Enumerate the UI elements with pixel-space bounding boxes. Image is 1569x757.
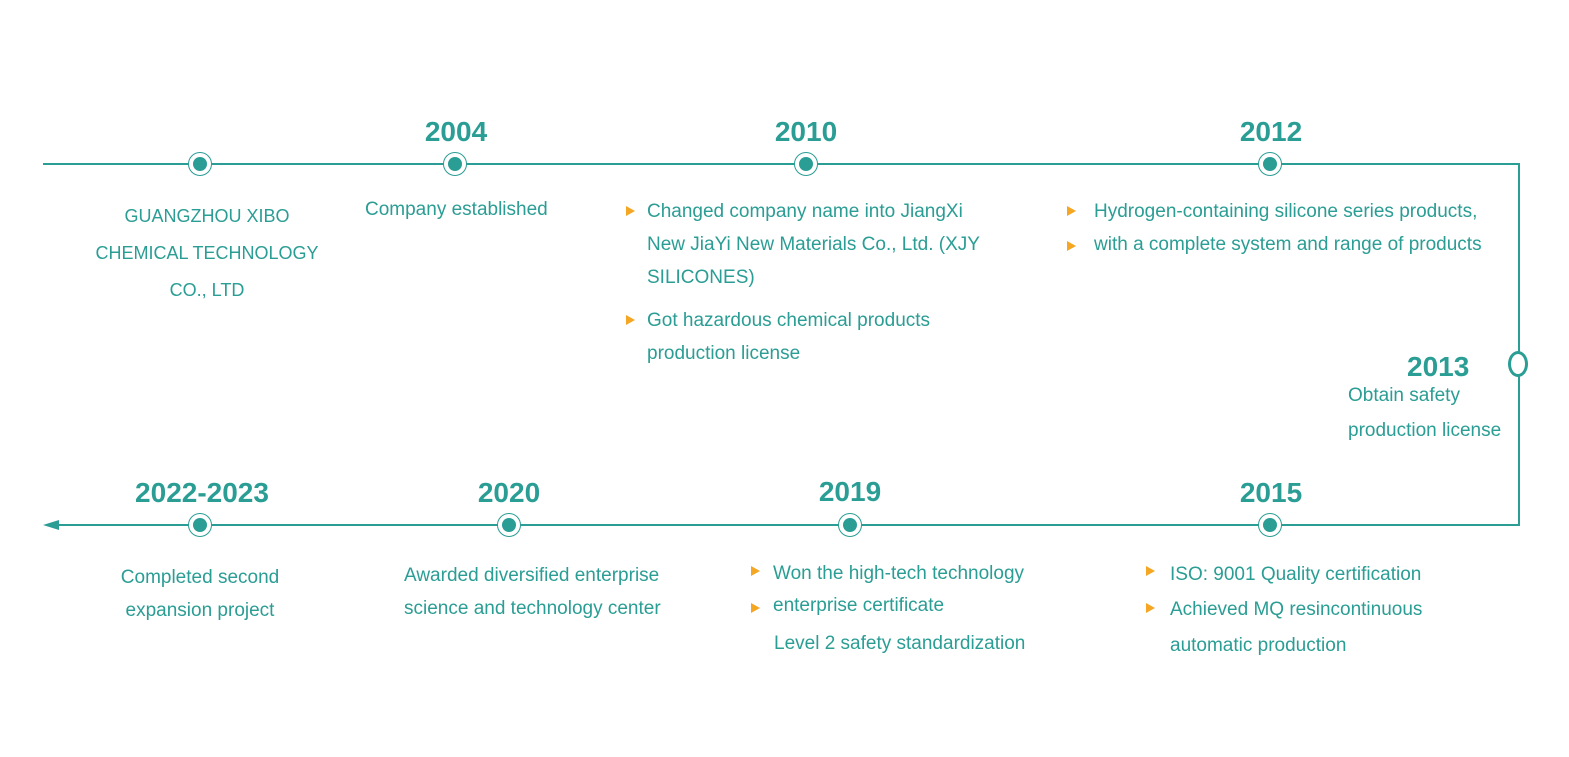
milestone-2010-item-1-line-1: Changed company name into JiangXi [647,201,963,222]
milestone-2010-item-1-line-3: SILICONES) [647,267,755,288]
bullet-icon [1067,206,1076,216]
year-2013: 2013 [1407,351,1470,382]
milestone-2010-item-1-line-2: New JiaYi New Materials Co., Ltd. (XJY [647,234,980,255]
milestone-2020-line-2: science and technology center [404,598,661,619]
timeline-node-2010 [794,152,818,176]
timeline-node-2019 [838,513,862,537]
milestone-2013-text: Obtain safety production license [1348,378,1501,448]
year-2004: 2004 [424,116,488,147]
timeline-node-2022-2023 [188,513,212,537]
milestone-2013-line-2: production license [1348,420,1502,441]
timeline-node-2012 [1258,152,1282,176]
milestone-2010-item-2-line-1: Got hazardous chemical products [647,310,931,331]
milestone-2022-2023-line-2: expansion project [125,600,275,621]
origin-line-1: GUANGZHOU XIBO [124,206,290,226]
milestone-2012-item-2: with a complete system and range of prod… [1094,234,1482,255]
timeline-node-2013 [1508,351,1528,377]
milestone-2019-item-2: enterprise certificate [773,595,945,616]
milestone-2015-item-2-line-2: automatic production [1170,635,1347,656]
milestone-2010-item-1: Changed company name into JiangXi New Ji… [647,195,980,294]
year-2012: 2012 [1239,116,1303,147]
milestone-2022-2023-line-1: Completed second [120,567,280,588]
timeline-node-origin [188,152,212,176]
timeline-top-line [43,163,1520,165]
milestone-2022-2023-text: Completed second expansion project [121,561,279,627]
timeline-right-connector [1518,163,1520,526]
bullet-icon [1146,603,1155,613]
timeline-node-2020 [497,513,521,537]
year-2019: 2019 [818,476,882,507]
milestone-2015-item-2: Achieved MQ resincontinuous automatic pr… [1170,592,1422,664]
milestone-2020-text: Awarded diversified enterprise science a… [404,559,661,625]
year-2015: 2015 [1239,477,1303,508]
bullet-icon [626,315,635,325]
milestone-2010-item-2-line-2: production license [647,343,801,364]
milestone-2015-item-2-line-1: Achieved MQ resincontinuous [1170,599,1423,620]
milestone-2015-item-1: ISO: 9001 Quality certification [1170,564,1422,585]
milestone-2019-extra: Level 2 safety standardization [774,633,1026,654]
bullet-icon [1146,566,1155,576]
milestone-2012-item-1: Hydrogen-containing silicone series prod… [1094,201,1478,222]
timeline-bottom-line [54,524,1520,526]
milestone-2004-text: Company established [365,199,548,220]
bullet-icon [626,206,635,216]
milestone-2013-line-1: Obtain safety [1348,385,1460,406]
bullet-icon [751,603,760,613]
timeline-node-2015 [1258,513,1282,537]
bullet-icon [751,566,760,576]
timeline-node-2004 [443,152,467,176]
milestone-2019-item-1: Won the high-tech technology [773,563,1025,584]
origin-line-3: CO., LTD [169,280,245,300]
year-2020: 2020 [477,477,541,508]
timeline-arrowhead-icon [43,520,59,530]
year-2010: 2010 [774,116,838,147]
milestone-2010-item-2: Got hazardous chemical products producti… [647,304,930,370]
bullet-icon [1067,241,1076,251]
origin-company-name: GUANGZHOU XIBO CHEMICAL TECHNOLOGY CO., … [95,198,318,309]
origin-line-2: CHEMICAL TECHNOLOGY [95,243,319,263]
milestone-2020-line-1: Awarded diversified enterprise [404,565,660,586]
year-2022-2023: 2022-2023 [135,477,269,508]
